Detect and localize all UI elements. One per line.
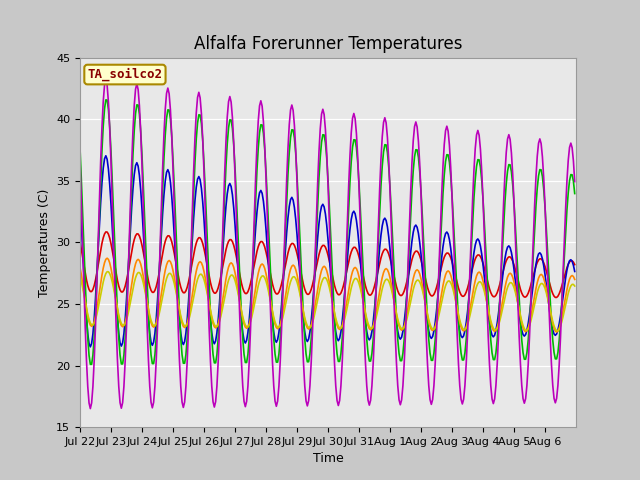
-2cm (431, 336, 439, 342)
-2cm (111, 247, 118, 253)
-16cm (332, 287, 340, 293)
Line: -8cm: -8cm (80, 156, 575, 347)
Ref_SoilT_2 (430, 326, 438, 332)
Ref_SoilT_3 (93, 306, 100, 312)
Line: Ref_SoilT_2: Ref_SoilT_2 (80, 272, 575, 331)
Ref_SoilT_1 (571, 179, 579, 184)
Ref_SoilT_3 (571, 276, 579, 282)
-16cm (430, 291, 438, 297)
Ref_SoilT_3 (553, 329, 561, 335)
-8cm (333, 336, 341, 341)
-8cm (76, 196, 84, 202)
-8cm (570, 263, 577, 268)
Ref_SoilT_2 (554, 328, 562, 334)
Ref_SoilT_1 (94, 240, 102, 246)
-16cm (571, 262, 579, 267)
Line: Ref_SoilT_3: Ref_SoilT_3 (80, 258, 575, 332)
-16cm (93, 270, 100, 276)
Ref_SoilT_1 (431, 360, 439, 366)
Ref_SoilT_2 (504, 285, 511, 290)
Ref_SoilT_1 (111, 284, 118, 290)
-8cm (505, 243, 513, 249)
-2cm (76, 144, 84, 150)
Ref_SoilT_3 (570, 274, 577, 279)
Ref_SoilT_3 (76, 264, 84, 270)
Ref_SoilT_1 (86, 406, 94, 411)
-8cm (111, 274, 118, 279)
Text: TA_soilco2: TA_soilco2 (88, 68, 163, 81)
Title: Alfalfa Forerunner Temperatures: Alfalfa Forerunner Temperatures (194, 35, 462, 53)
-16cm (102, 229, 109, 235)
-2cm (86, 361, 94, 367)
Ref_SoilT_3 (504, 274, 511, 280)
Ref_SoilT_2 (332, 315, 340, 321)
-16cm (570, 259, 577, 265)
-16cm (76, 239, 84, 245)
Ref_SoilT_2 (570, 282, 577, 288)
Y-axis label: Temperatures (C): Temperatures (C) (38, 188, 51, 297)
-16cm (553, 295, 561, 300)
-16cm (504, 255, 511, 261)
Ref_SoilT_3 (103, 255, 111, 261)
-2cm (505, 162, 513, 168)
-2cm (333, 351, 341, 357)
Ref_SoilT_1 (505, 132, 513, 138)
-8cm (431, 320, 439, 325)
Ref_SoilT_2 (571, 283, 579, 289)
Line: Ref_SoilT_1: Ref_SoilT_1 (80, 80, 575, 408)
-2cm (571, 191, 579, 196)
Ref_SoilT_2 (109, 285, 117, 291)
Ref_SoilT_1 (570, 158, 577, 164)
Ref_SoilT_1 (76, 156, 84, 162)
-2cm (570, 179, 577, 184)
X-axis label: Time: Time (312, 453, 344, 466)
Ref_SoilT_2 (93, 312, 100, 317)
Ref_SoilT_3 (109, 281, 117, 287)
Ref_SoilT_1 (102, 77, 109, 83)
Ref_SoilT_3 (332, 317, 340, 323)
Ref_SoilT_3 (430, 327, 438, 333)
-16cm (109, 255, 117, 261)
-2cm (102, 97, 109, 103)
-8cm (94, 248, 102, 253)
Line: -16cm: -16cm (80, 232, 575, 298)
Ref_SoilT_1 (333, 397, 341, 403)
Ref_SoilT_2 (103, 269, 111, 275)
Line: -2cm: -2cm (80, 100, 575, 364)
-8cm (571, 269, 579, 275)
-2cm (94, 246, 102, 252)
-8cm (102, 153, 109, 159)
Ref_SoilT_2 (76, 274, 84, 279)
-8cm (86, 344, 94, 350)
